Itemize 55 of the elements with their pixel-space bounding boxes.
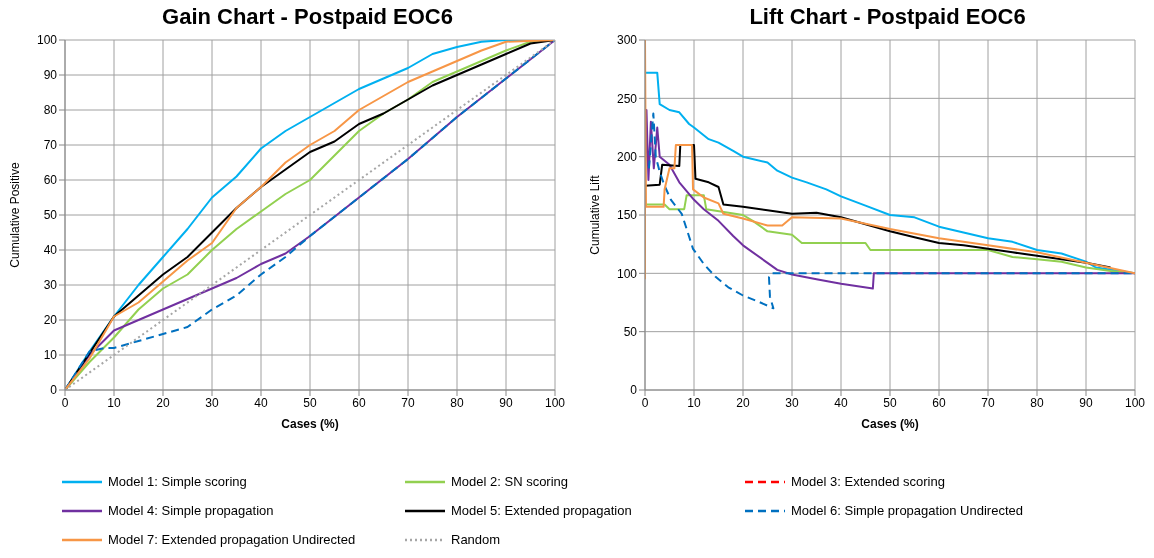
- y-tick-label: 200: [616, 149, 638, 164]
- x-tick-label: 30: [785, 395, 799, 410]
- x-tick-label: 90: [499, 395, 513, 410]
- x-tick-label: 20: [156, 395, 170, 410]
- x-tick-label: 10: [687, 395, 701, 410]
- x-tick-label: 80: [1030, 395, 1044, 410]
- legend-label: Random: [451, 532, 501, 547]
- x-tick-label: 80: [450, 395, 464, 410]
- y-tick-label: 40: [43, 243, 58, 258]
- x-tick-label: 100: [544, 395, 566, 410]
- legend-label: Model 7: Extended propagation Undirected: [108, 532, 356, 547]
- chart-title: Lift Chart - Postpaid EOC6: [748, 4, 1027, 30]
- y-axis-title: Cumulative Lift: [588, 174, 603, 255]
- x-tick-label: 40: [834, 395, 848, 410]
- x-tick-label: 100: [1124, 395, 1146, 410]
- y-tick-label: 100: [616, 266, 638, 281]
- legend-label: Model 2: SN scoring: [451, 474, 569, 489]
- legend-label: Model 5: Extended propagation: [451, 503, 632, 518]
- x-tick-label: 60: [932, 395, 946, 410]
- y-tick-label: 30: [43, 278, 58, 293]
- y-tick-label: 50: [623, 324, 638, 339]
- y-tick-label: 60: [43, 173, 58, 188]
- x-tick-label: 10: [107, 395, 121, 410]
- y-tick-label: 50: [43, 208, 58, 223]
- legend-label: Model 6: Simple propagation Undirected: [791, 503, 1023, 518]
- y-tick-label: 150: [616, 208, 638, 223]
- x-tick-label: 30: [205, 395, 219, 410]
- x-tick-label: 70: [401, 395, 415, 410]
- line-series: [645, 144, 1112, 269]
- x-tick-label: 50: [303, 395, 317, 410]
- y-tick-label: 70: [43, 138, 58, 153]
- x-axis-title: Cases (%): [281, 417, 339, 431]
- y-tick-label: 0: [50, 383, 58, 398]
- legend-label: Model 1: Simple scoring: [108, 474, 247, 489]
- y-tick-label: 90: [43, 68, 58, 83]
- y-tick-label: 0: [630, 383, 638, 398]
- y-axis-title: Cumulative Positive: [8, 161, 23, 268]
- x-tick-label: 0: [61, 395, 69, 410]
- y-tick-label: 20: [43, 313, 58, 328]
- x-axis-title: Cases (%): [861, 417, 919, 431]
- x-tick-label: 20: [736, 395, 750, 410]
- chart-title: Gain Chart - Postpaid EOC6: [161, 4, 454, 30]
- x-tick-label: 70: [981, 395, 995, 410]
- x-tick-label: 0: [641, 395, 649, 410]
- y-tick-label: 10: [43, 348, 58, 363]
- x-tick-label: 60: [352, 395, 366, 410]
- x-tick-label: 50: [883, 395, 897, 410]
- y-tick-label: 100: [36, 33, 58, 48]
- legend-label: Model 4: Simple propagation: [108, 503, 274, 518]
- x-tick-label: 40: [254, 395, 268, 410]
- x-tick-label: 90: [1079, 395, 1093, 410]
- y-tick-label: 250: [616, 91, 638, 106]
- y-tick-label: 80: [43, 103, 58, 118]
- legend-label: Model 3: Extended scoring: [791, 474, 945, 489]
- y-tick-label: 300: [616, 33, 638, 48]
